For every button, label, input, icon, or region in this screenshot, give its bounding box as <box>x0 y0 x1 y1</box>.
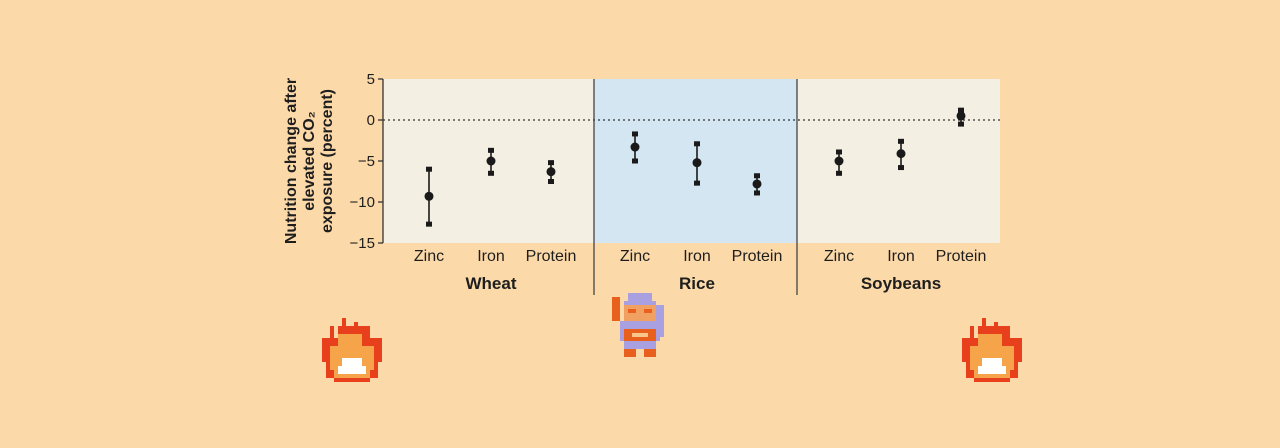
error-cap-high <box>836 149 842 155</box>
plot-panels <box>383 79 1000 243</box>
fire-sprite-right <box>962 318 1022 382</box>
y-axis-label-line-3: exposure (percent) <box>319 89 336 233</box>
y-tick-label: 0 <box>367 112 375 129</box>
y-axis: 5 0 −5 −10 −15 <box>350 71 384 252</box>
category-label-rice-iron: Iron <box>683 248 711 265</box>
error-cap-high <box>898 138 904 144</box>
error-cap-high <box>488 147 494 153</box>
error-cap-low <box>548 179 554 184</box>
y-axis-label-line-2: elevated CO₂ <box>301 111 318 211</box>
error-cap-high <box>754 173 760 179</box>
point-marker <box>546 167 556 177</box>
knight-icon <box>612 293 664 357</box>
point-marker <box>486 156 496 166</box>
category-label-wheat-iron: Iron <box>477 248 505 265</box>
category-label-soybeans-iron: Iron <box>887 248 915 265</box>
group-label-rice: Rice <box>679 274 715 293</box>
group-label-soybeans: Soybeans <box>861 274 941 293</box>
point-rice-zinc <box>630 131 640 164</box>
fire-sprite-left <box>322 318 382 382</box>
point-marker <box>630 142 640 152</box>
error-cap-low <box>754 190 760 196</box>
group-labels: Wheat Rice Soybeans <box>466 274 942 293</box>
point-marker <box>752 179 762 189</box>
point-rice-protein <box>752 173 762 196</box>
y-tick-label: −5 <box>358 153 375 170</box>
group-label-wheat: Wheat <box>466 274 517 293</box>
category-label-soybeans-zinc: Zinc <box>824 248 854 265</box>
category-label-wheat-zinc: Zinc <box>414 248 444 265</box>
category-label-rice-zinc: Zinc <box>620 248 650 265</box>
error-cap-low <box>632 158 638 164</box>
category-label-rice-protein: Protein <box>732 248 783 265</box>
data-points <box>424 107 966 227</box>
error-cap-low <box>898 165 904 171</box>
fire-icon <box>962 318 1022 382</box>
point-soybeans-iron <box>896 138 906 171</box>
error-cap-low <box>958 121 964 127</box>
category-labels: Zinc Iron Protein Zinc Iron Protein Zinc Iron Pr… <box>414 248 986 265</box>
error-cap-high <box>426 166 432 172</box>
error-cap-high <box>632 131 638 137</box>
error-cap-low <box>488 170 494 176</box>
fire-icon <box>322 318 382 382</box>
error-cap-high <box>548 160 554 166</box>
y-tick-label: 5 <box>367 71 375 88</box>
y-tick-label: −15 <box>350 235 375 252</box>
point-marker <box>834 156 844 166</box>
category-label-wheat-protein: Protein <box>526 248 577 265</box>
panel-soybeans <box>797 79 1000 243</box>
error-cap-high <box>958 107 964 113</box>
point-wheat-protein <box>546 160 556 184</box>
y-axis-label-line-1: Nutrition change after <box>283 78 300 244</box>
point-wheat-iron <box>486 147 496 176</box>
error-cap-high <box>694 141 700 147</box>
point-soybeans-protein <box>956 107 966 127</box>
point-marker <box>956 111 966 121</box>
error-cap-low <box>836 170 842 176</box>
point-rice-iron <box>692 141 702 186</box>
y-axis-label: Nutrition change after elevated CO₂ exposu… <box>283 78 336 244</box>
y-tick-label: −10 <box>350 194 375 211</box>
category-label-soybeans-protein: Protein <box>936 248 987 265</box>
point-marker <box>896 149 906 159</box>
knight-sprite <box>612 293 664 357</box>
error-cap-low <box>426 221 432 227</box>
point-marker <box>692 158 702 168</box>
point-wheat-zinc <box>424 166 434 227</box>
error-cap-low <box>694 180 700 186</box>
group-separators <box>593 79 798 295</box>
point-marker <box>424 191 434 201</box>
point-soybeans-zinc <box>834 149 844 176</box>
